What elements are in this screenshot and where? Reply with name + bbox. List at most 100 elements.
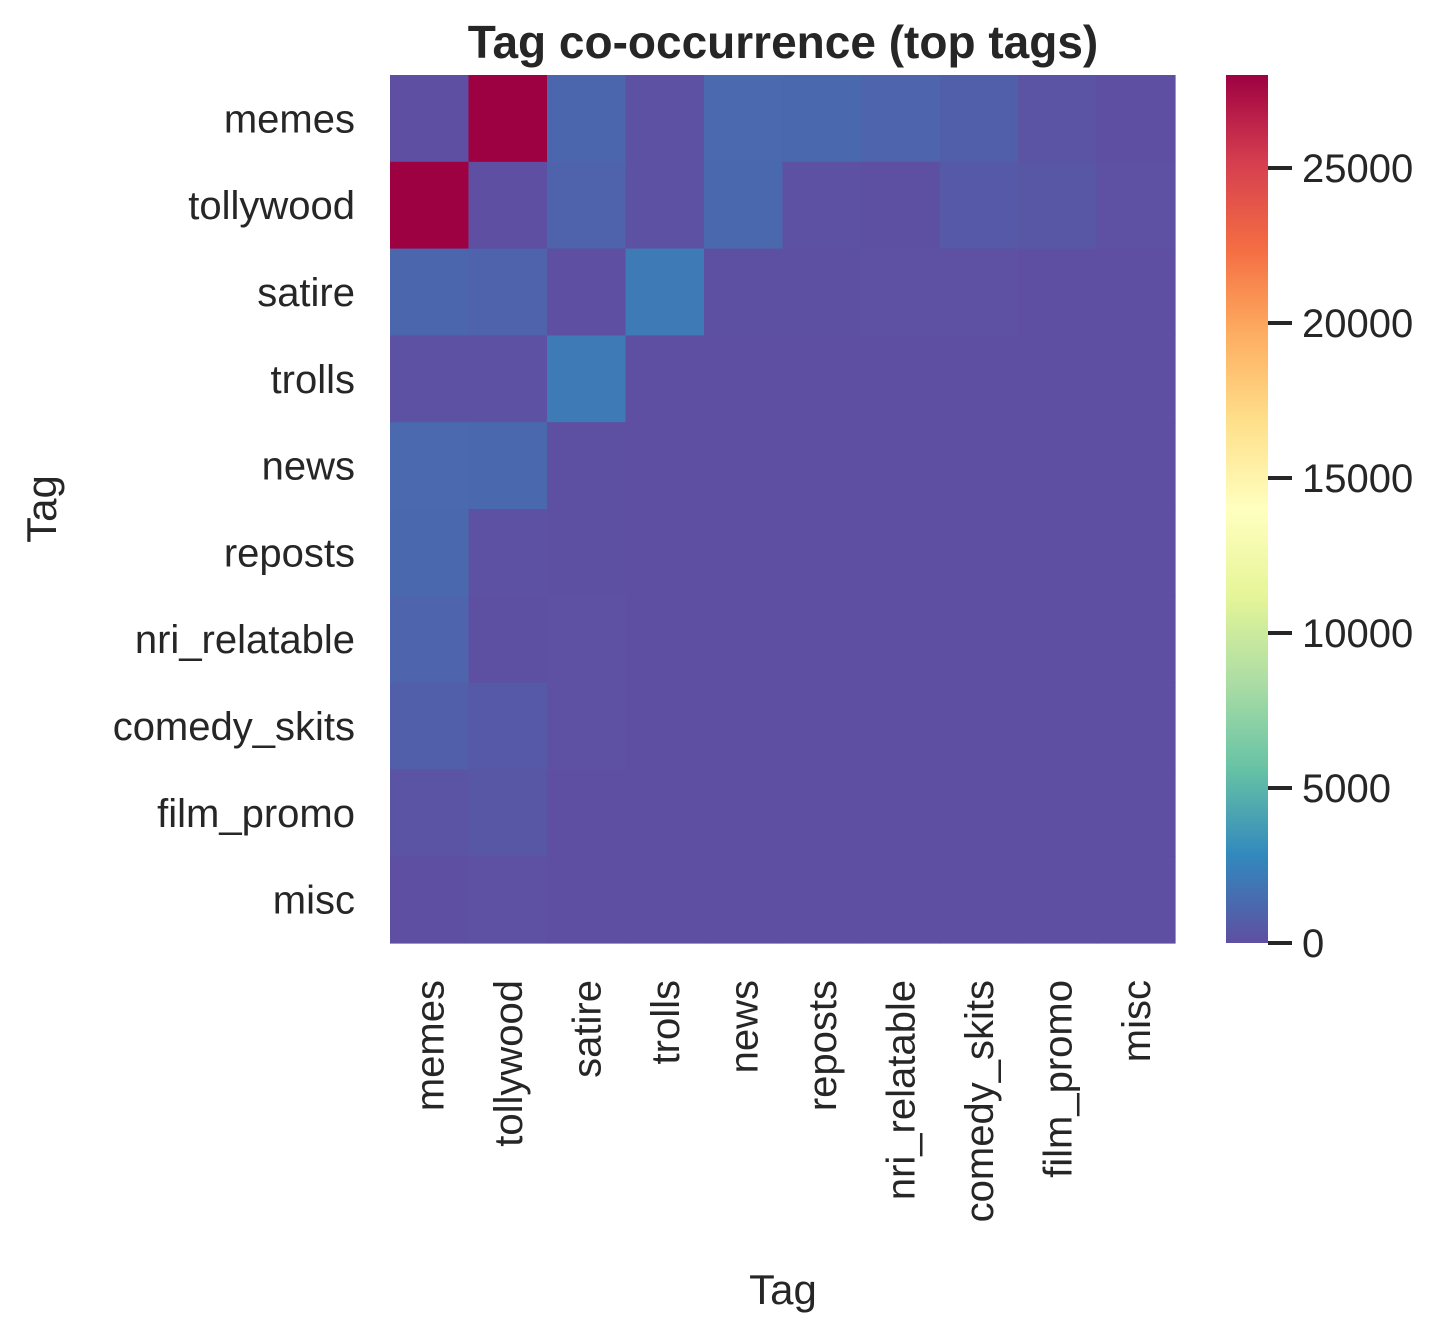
colorbar-tick-label: 25000 xyxy=(1302,147,1413,191)
heatmap-cell-tollywood-news xyxy=(704,161,784,250)
heatmap-cell-news-trolls xyxy=(625,422,705,510)
heatmap-cell-tollywood-comedy_skits xyxy=(939,161,1019,250)
heatmap-cell-trolls-satire xyxy=(547,335,627,423)
heatmap-cell-misc-reposts xyxy=(782,856,862,944)
heatmap-cell-trolls-memes xyxy=(390,335,470,423)
heatmap-cell-memes-tollywood xyxy=(468,75,548,163)
heatmap-cell-tollywood-nri_relatable xyxy=(861,161,941,250)
heatmap-cell-trolls-news xyxy=(704,335,784,423)
x-tick-label-tollywood: tollywood xyxy=(487,980,531,1147)
heatmap-cell-tollywood-trolls xyxy=(625,161,705,250)
heatmap-cell-news-memes xyxy=(390,422,470,510)
heatmap-cell-film_promo-reposts xyxy=(782,769,862,857)
x-tick-label-nri_relatable: nri_relatable xyxy=(879,980,923,1200)
heatmap-cell-reposts-nri_relatable xyxy=(861,509,941,597)
colorbar-tick-label: 10000 xyxy=(1302,612,1413,656)
heatmap-cell-misc-comedy_skits xyxy=(939,856,1019,944)
heatmap-cell-comedy_skits-comedy_skits xyxy=(939,682,1019,770)
heatmap-cell-satire-trolls xyxy=(625,248,705,336)
heatmap-cell-nri_relatable-comedy_skits xyxy=(939,595,1019,684)
heatmap-cell-news-reposts xyxy=(782,422,862,510)
heatmap-cell-tollywood-reposts xyxy=(782,161,862,250)
heatmap-cell-reposts-memes xyxy=(390,509,470,597)
heatmap-cell-memes-satire xyxy=(547,75,627,163)
heatmap-cell-comedy_skits-nri_relatable xyxy=(861,682,941,770)
heatmap-cell-comedy_skits-news xyxy=(704,682,784,770)
x-tick-label-film_promo: film_promo xyxy=(1036,980,1080,1178)
heatmap-cells xyxy=(390,75,1176,944)
heatmap-cell-film_promo-news xyxy=(704,769,784,857)
colorbar-ticks: 0 5000 10000 15000 20000 25000 xyxy=(1268,147,1413,966)
heatmap-cell-misc-satire xyxy=(547,856,627,944)
heatmap-cell-news-tollywood xyxy=(468,422,548,510)
x-axis-label: Tag xyxy=(749,1266,817,1313)
x-tick-label-satire: satire xyxy=(565,980,609,1078)
x-tick-label-trolls: trolls xyxy=(644,980,688,1064)
x-tick-label-news: news xyxy=(722,980,766,1073)
heatmap-cell-news-satire xyxy=(547,422,627,510)
colorbar-tick-label: 15000 xyxy=(1302,457,1413,501)
colorbar-tick-label: 20000 xyxy=(1302,302,1413,346)
heatmap-cell-comedy_skits-trolls xyxy=(625,682,705,770)
y-tick-label-nri_relatable: nri_relatable xyxy=(135,618,355,662)
heatmap-cell-reposts-satire xyxy=(547,509,627,597)
chart-title: Tag co-occurrence (top tags) xyxy=(468,16,1098,68)
heatmap-cell-misc-tollywood xyxy=(468,856,548,944)
heatmap-cell-reposts-tollywood xyxy=(468,509,548,597)
heatmap-cell-reposts-film_promo xyxy=(1018,509,1098,597)
heatmap-cell-satire-film_promo xyxy=(1018,248,1098,336)
heatmap-cell-trolls-comedy_skits xyxy=(939,335,1019,423)
y-tick-labels: memes tollywood satire trolls news reposts nri… xyxy=(113,97,355,922)
heatmap-cell-nri_relatable-news xyxy=(704,595,784,684)
heatmap-cell-tollywood-film_promo xyxy=(1018,161,1098,250)
heatmap-cell-news-nri_relatable xyxy=(861,422,941,510)
heatmap-cell-reposts-reposts xyxy=(782,509,862,597)
heatmap-cell-film_promo-trolls xyxy=(625,769,705,857)
heatmap-cell-nri_relatable-memes xyxy=(390,595,470,684)
heatmap-cell-memes-film_promo xyxy=(1018,75,1098,163)
y-tick-label-comedy_skits: comedy_skits xyxy=(113,705,355,749)
heatmap-cell-misc-misc xyxy=(1096,856,1176,944)
heatmap-cell-nri_relatable-nri_relatable xyxy=(861,595,941,684)
heatmap-cell-nri_relatable-satire xyxy=(547,595,627,684)
heatmap-cell-news-news xyxy=(704,422,784,510)
heatmap-cell-comedy_skits-reposts xyxy=(782,682,862,770)
y-tick-label-reposts: reposts xyxy=(224,531,355,575)
heatmap-cell-film_promo-misc xyxy=(1096,769,1176,857)
heatmap-cell-misc-film_promo xyxy=(1018,856,1098,944)
x-tick-labels: memes tollywood satire trolls news reposts nri… xyxy=(408,980,1159,1222)
y-tick-label-misc: misc xyxy=(273,879,355,923)
heatmap-cell-misc-trolls xyxy=(625,856,705,944)
heatmap-cell-trolls-tollywood xyxy=(468,335,548,423)
y-tick-label-trolls: trolls xyxy=(271,358,355,402)
y-tick-label-film_promo: film_promo xyxy=(157,792,355,836)
heatmap-cell-trolls-trolls xyxy=(625,335,705,423)
heatmap-cell-satire-reposts xyxy=(782,248,862,336)
heatmap-cell-film_promo-comedy_skits xyxy=(939,769,1019,857)
heatmap-cell-trolls-nri_relatable xyxy=(861,335,941,423)
heatmap-cell-film_promo-satire xyxy=(547,769,627,857)
heatmap-cell-memes-reposts xyxy=(782,75,862,163)
heatmap-cell-memes-memes xyxy=(390,75,470,163)
heatmap-cell-nri_relatable-trolls xyxy=(625,595,705,684)
heatmap-cell-trolls-misc xyxy=(1096,335,1176,423)
heatmap-cell-satire-misc xyxy=(1096,248,1176,336)
heatmap-cell-comedy_skits-satire xyxy=(547,682,627,770)
heatmap-cell-reposts-news xyxy=(704,509,784,597)
y-tick-label-tollywood: tollywood xyxy=(188,184,355,228)
heatmap-cell-memes-misc xyxy=(1096,75,1176,163)
heatmap-cell-satire-comedy_skits xyxy=(939,248,1019,336)
heatmap-cell-memes-comedy_skits xyxy=(939,75,1019,163)
y-tick-label-news: news xyxy=(262,445,355,489)
heatmap-cell-nri_relatable-misc xyxy=(1096,595,1176,684)
heatmap-cell-nri_relatable-reposts xyxy=(782,595,862,684)
heatmap-cell-satire-satire xyxy=(547,248,627,336)
colorbar-tick-label: 0 xyxy=(1302,922,1324,966)
heatmap-cell-comedy_skits-film_promo xyxy=(1018,682,1098,770)
heatmap-cell-nri_relatable-film_promo xyxy=(1018,595,1098,684)
heatmap-cell-tollywood-tollywood xyxy=(468,161,548,250)
heatmap-cell-film_promo-nri_relatable xyxy=(861,769,941,857)
heatmap-cell-tollywood-misc xyxy=(1096,161,1176,250)
heatmap-cell-memes-nri_relatable xyxy=(861,75,941,163)
